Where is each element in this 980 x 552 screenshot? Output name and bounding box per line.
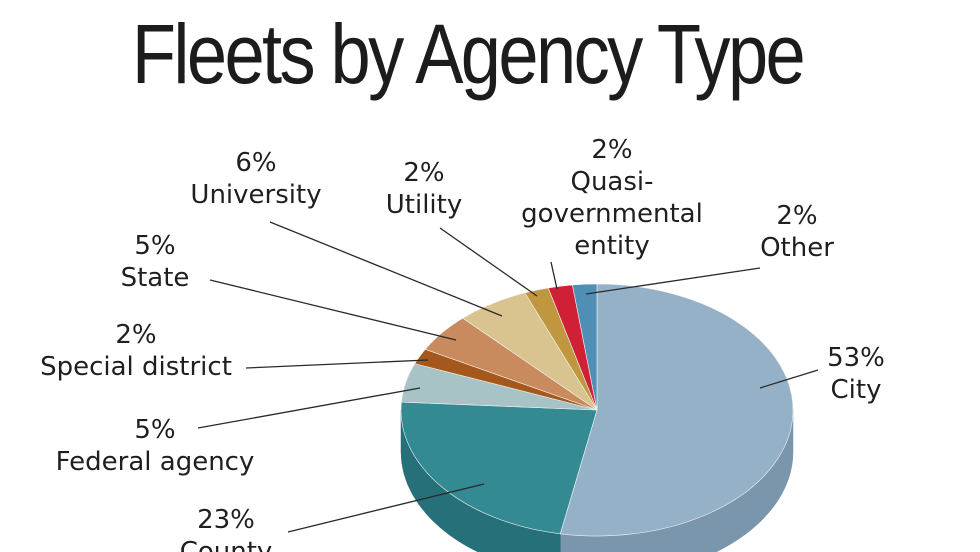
leader-line-state (209, 279, 457, 341)
slice-label-university: University (190, 180, 321, 210)
leader-line-utility (439, 227, 538, 297)
slice-county (400, 401, 598, 535)
slice-label-city: City (831, 375, 882, 405)
leader-line-federal-agency (197, 387, 421, 429)
leader-line-city (759, 369, 819, 389)
slice-label-utility: Utility (386, 190, 462, 220)
leader-lines (197, 221, 819, 533)
slice-percent-utility: 2% (403, 158, 444, 188)
leader-line-university (269, 221, 503, 317)
slice-other (572, 283, 598, 411)
slice-label-county: County (180, 537, 273, 552)
slice-percent-federal-agency: 5% (134, 415, 175, 445)
slice-percent-city: 53% (827, 343, 885, 373)
slice-label-other: Other (760, 233, 834, 263)
chart-title: Fleets by Agency Type (131, 7, 806, 101)
slice-percent-special-district: 2% (115, 320, 156, 350)
slice-percent-other: 2% (776, 201, 817, 231)
slice-label-state: State (121, 263, 190, 293)
leader-line-quasi-governmental-entity (550, 261, 558, 290)
slice-percent-county: 23% (197, 505, 255, 535)
leader-line-county (287, 483, 485, 533)
slice-label-federal-agency: Federal agency (56, 447, 255, 477)
pie-top-layer (400, 283, 794, 537)
leader-line-other (585, 267, 761, 295)
slice-percent-university: 6% (235, 148, 276, 178)
leader-line-special-district (245, 359, 429, 369)
slice-city (559, 283, 794, 537)
slice-label-quasi-governmental-entity: Quasi-governmental entity (521, 167, 703, 261)
slice-label-special-district: Special district (40, 352, 232, 382)
slice-percent-quasi-governmental-entity: 2% (591, 135, 632, 165)
slice-percent-state: 5% (134, 231, 175, 261)
